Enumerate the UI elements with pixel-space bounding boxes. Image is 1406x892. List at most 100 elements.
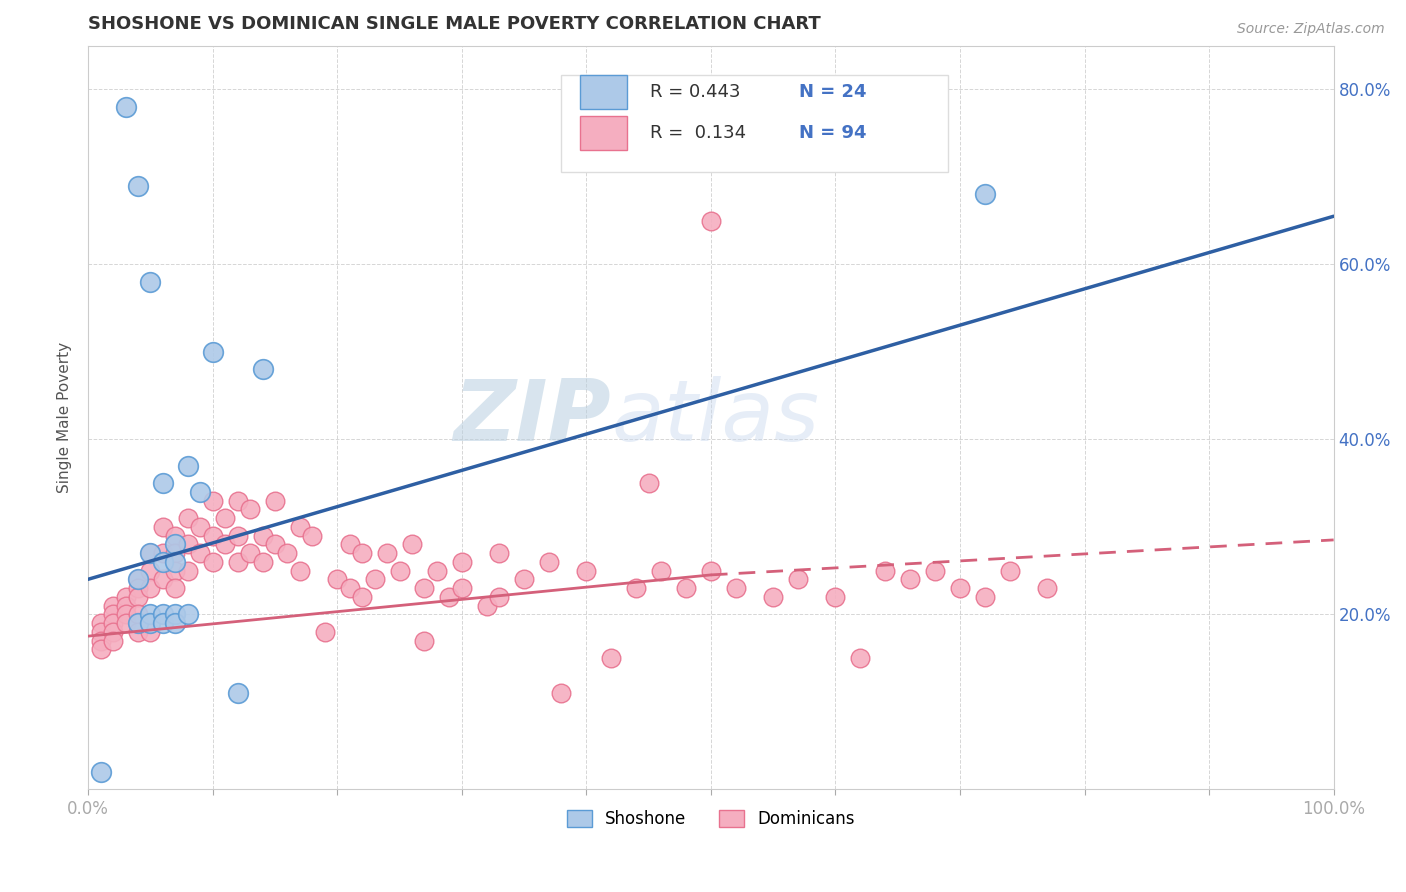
Point — [201, 344, 224, 359]
Point — [165, 607, 187, 622]
Point — [849, 651, 872, 665]
Point — [898, 572, 921, 586]
Point — [201, 493, 224, 508]
Point — [152, 555, 174, 569]
Point — [165, 537, 187, 551]
Point — [214, 511, 236, 525]
Y-axis label: Single Male Poverty: Single Male Poverty — [58, 342, 72, 493]
Point — [127, 178, 149, 193]
Point — [600, 651, 623, 665]
Point — [650, 564, 672, 578]
Point — [90, 633, 112, 648]
Point — [188, 520, 211, 534]
Point — [226, 493, 249, 508]
Point — [127, 590, 149, 604]
Point — [973, 590, 995, 604]
Point — [188, 546, 211, 560]
Point — [101, 607, 124, 622]
Point — [924, 564, 946, 578]
Point — [152, 520, 174, 534]
Point — [127, 572, 149, 586]
Text: N = 94: N = 94 — [800, 124, 868, 142]
Point — [139, 564, 162, 578]
Point — [201, 528, 224, 542]
Point — [675, 581, 697, 595]
Point — [339, 581, 361, 595]
Point — [188, 484, 211, 499]
Point — [488, 590, 510, 604]
Point — [537, 555, 560, 569]
Point — [875, 564, 897, 578]
Point — [165, 581, 187, 595]
Point — [127, 581, 149, 595]
Point — [339, 537, 361, 551]
Point — [152, 476, 174, 491]
Point — [114, 100, 136, 114]
Point — [165, 555, 187, 569]
Point — [226, 686, 249, 700]
Point — [475, 599, 498, 613]
Point — [352, 590, 374, 604]
Point — [288, 564, 311, 578]
Point — [165, 564, 187, 578]
Point — [450, 555, 472, 569]
Point — [575, 564, 598, 578]
Point — [352, 546, 374, 560]
Point — [724, 581, 747, 595]
Point — [401, 537, 423, 551]
Point — [762, 590, 785, 604]
Point — [165, 615, 187, 630]
Point — [114, 607, 136, 622]
Point — [239, 502, 262, 516]
Point — [426, 564, 449, 578]
Text: N = 24: N = 24 — [800, 83, 868, 101]
Point — [439, 590, 461, 604]
Point — [165, 528, 187, 542]
Point — [973, 187, 995, 202]
Point — [252, 555, 274, 569]
Legend: Shoshone, Dominicans: Shoshone, Dominicans — [558, 802, 863, 837]
Point — [363, 572, 385, 586]
Point — [127, 624, 149, 639]
Text: atlas: atlas — [612, 376, 820, 459]
Point — [326, 572, 349, 586]
Point — [139, 607, 162, 622]
Point — [252, 362, 274, 376]
Point — [139, 546, 162, 560]
Point — [637, 476, 659, 491]
Point — [139, 615, 162, 630]
Bar — [581, 75, 627, 109]
Point — [165, 546, 187, 560]
Point — [177, 511, 200, 525]
Text: R =  0.134: R = 0.134 — [650, 124, 747, 142]
Text: R = 0.443: R = 0.443 — [650, 83, 741, 101]
Point — [127, 572, 149, 586]
Point — [314, 624, 336, 639]
Point — [139, 624, 162, 639]
Point — [152, 615, 174, 630]
Point — [949, 581, 972, 595]
Point — [90, 624, 112, 639]
Point — [90, 642, 112, 657]
Point — [90, 764, 112, 779]
Point — [114, 599, 136, 613]
Point — [264, 537, 287, 551]
Point — [139, 546, 162, 560]
Point — [152, 546, 174, 560]
Point — [239, 546, 262, 560]
Point — [152, 572, 174, 586]
Bar — [581, 116, 627, 150]
Point — [388, 564, 411, 578]
Point — [177, 607, 200, 622]
Point — [226, 555, 249, 569]
Point — [413, 581, 436, 595]
Point — [177, 564, 200, 578]
Point — [127, 607, 149, 622]
Point — [114, 590, 136, 604]
Point — [127, 615, 149, 630]
Point — [152, 607, 174, 622]
Point — [700, 213, 723, 227]
Point — [488, 546, 510, 560]
Text: SHOSHONE VS DOMINICAN SINGLE MALE POVERTY CORRELATION CHART: SHOSHONE VS DOMINICAN SINGLE MALE POVERT… — [89, 15, 821, 33]
Point — [513, 572, 536, 586]
